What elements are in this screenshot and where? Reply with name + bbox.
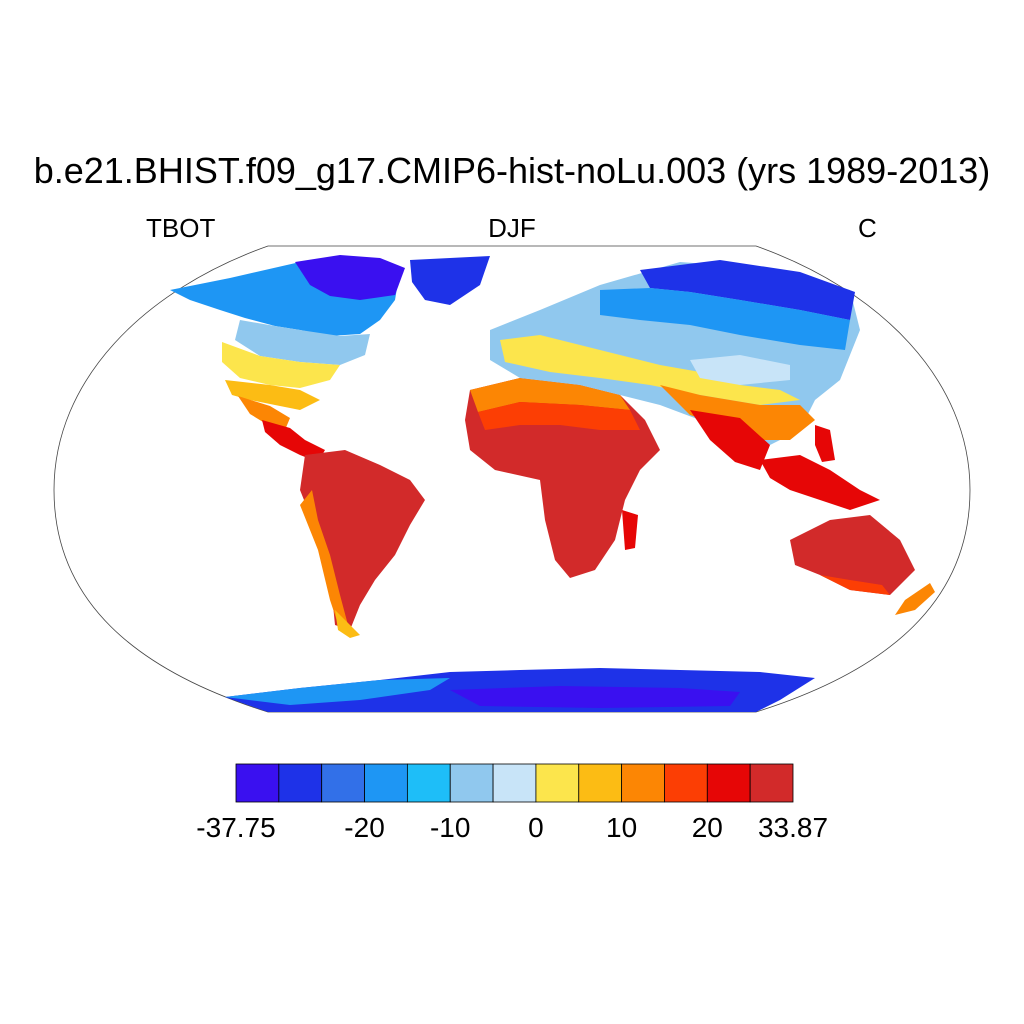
eurasia xyxy=(490,260,860,470)
colorbar-swatch xyxy=(235,763,280,803)
colorbar-swatch xyxy=(621,763,665,803)
colorbar-swatch xyxy=(321,763,365,803)
south-america xyxy=(300,450,425,638)
africa xyxy=(465,378,660,578)
greenland xyxy=(410,256,490,305)
colorbar-swatch xyxy=(578,763,623,803)
colorbar-swatch xyxy=(706,763,751,803)
colorbar-tick-label: 20 xyxy=(691,812,723,843)
north-america xyxy=(170,255,405,462)
season-label: DJF xyxy=(488,213,536,243)
colorbar-swatch xyxy=(364,763,408,803)
colorbar-swatch xyxy=(749,763,794,803)
colorbar-swatch xyxy=(278,763,323,803)
colorbar-swatch xyxy=(492,763,537,803)
colorbar-tick-label: -37.75 xyxy=(196,812,276,843)
antarctica xyxy=(225,668,815,712)
variable-label: TBOT xyxy=(146,213,216,243)
colorbar-swatch xyxy=(406,763,451,803)
colorbar-tick-label: 33.87 xyxy=(757,812,829,843)
new-zealand xyxy=(895,583,935,615)
colorbar-tick-label: -20 xyxy=(344,812,385,843)
colorbar-swatch xyxy=(664,763,708,803)
australia xyxy=(790,515,915,595)
colorbar-tick-label: -10 xyxy=(429,812,471,843)
plot-title: b.e21.BHIST.f09_g17.CMIP6-hist-noLu.003 … xyxy=(33,150,991,191)
colorbar-tick-label: 0 xyxy=(528,812,544,843)
maritime-asia xyxy=(760,425,880,510)
colorbar xyxy=(235,763,794,803)
units-label: C xyxy=(858,213,877,243)
colorbar-swatch xyxy=(449,763,494,803)
colorbar-swatch xyxy=(535,763,580,803)
colorbar-tick-label: 10 xyxy=(606,812,638,843)
